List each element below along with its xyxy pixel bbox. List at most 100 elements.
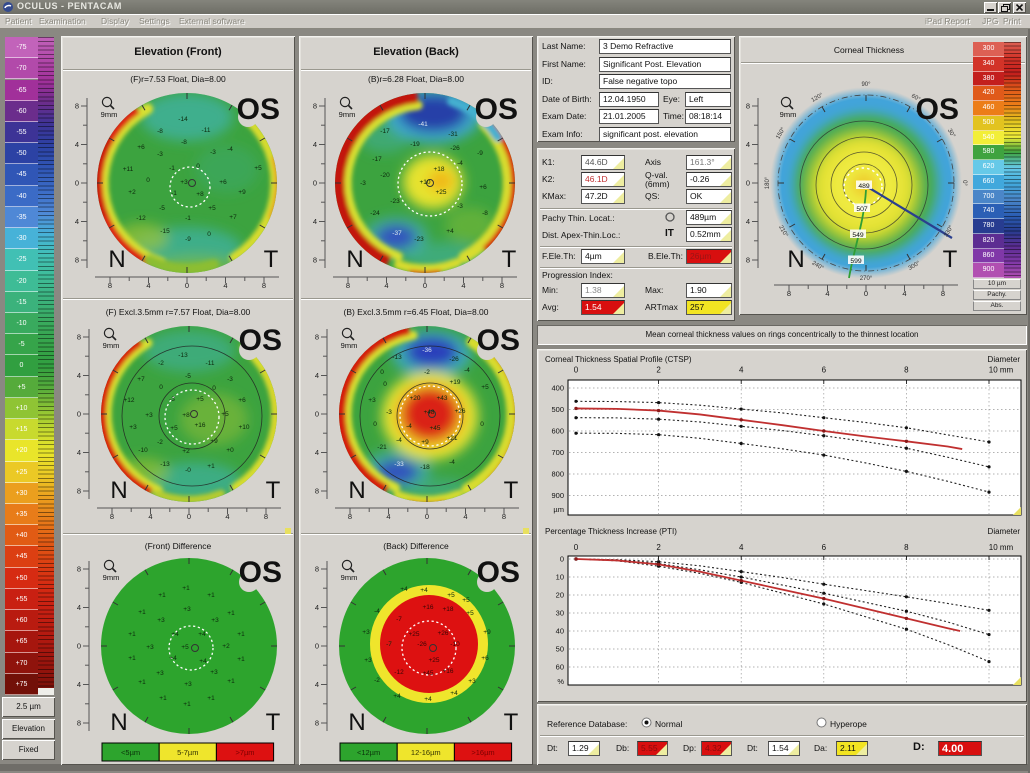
svg-text:+5: +5 bbox=[221, 411, 229, 418]
svg-text:0: 0 bbox=[383, 381, 387, 388]
svg-text:-7: -7 bbox=[386, 641, 392, 648]
svg-text:4: 4 bbox=[223, 281, 227, 290]
svg-text:4: 4 bbox=[739, 543, 744, 552]
svg-text:+4: +4 bbox=[199, 658, 207, 665]
svg-text:+4: +4 bbox=[420, 587, 428, 594]
svg-text:-2: -2 bbox=[158, 360, 164, 367]
svg-text:120°: 120° bbox=[811, 92, 825, 104]
svg-text:8: 8 bbox=[941, 289, 945, 298]
svg-text:+9: +9 bbox=[238, 189, 246, 196]
svg-text:-4: -4 bbox=[374, 608, 380, 615]
svg-text:-12: -12 bbox=[394, 669, 404, 676]
svg-text:9mm: 9mm bbox=[780, 110, 797, 119]
svg-text:+4: +4 bbox=[169, 655, 177, 662]
svg-text:+43: +43 bbox=[436, 395, 447, 402]
svg-text:0: 0 bbox=[146, 177, 150, 184]
svg-text:-37: -37 bbox=[392, 230, 402, 237]
svg-text:+9: +9 bbox=[210, 438, 218, 445]
svg-text:0: 0 bbox=[864, 289, 868, 298]
svg-text:+1: +1 bbox=[158, 592, 166, 599]
svg-text:+16: +16 bbox=[194, 422, 205, 429]
svg-text:+12: +12 bbox=[123, 397, 134, 404]
svg-text:12-16µm: 12-16µm bbox=[411, 748, 441, 757]
svg-text:-4: -4 bbox=[396, 437, 402, 444]
svg-text:-1: -1 bbox=[169, 165, 175, 172]
svg-text:+2: +2 bbox=[222, 643, 230, 650]
svg-text:+2: +2 bbox=[182, 448, 190, 455]
svg-text:+3: +3 bbox=[368, 397, 376, 404]
svg-text:-8: -8 bbox=[482, 210, 488, 217]
svg-text:4: 4 bbox=[315, 448, 319, 457]
svg-text:10: 10 bbox=[556, 573, 564, 582]
svg-text:60°: 60° bbox=[910, 93, 921, 103]
svg-text:+16: +16 bbox=[442, 668, 453, 675]
svg-text:Diameter: Diameter bbox=[988, 527, 1021, 536]
svg-text:+3: +3 bbox=[468, 678, 476, 685]
svg-text:+3: +3 bbox=[146, 644, 154, 651]
svg-text:Percentage Thickness Increase: Percentage Thickness Increase (PTI) bbox=[545, 527, 677, 536]
svg-text:-3: -3 bbox=[457, 203, 463, 210]
svg-text:4: 4 bbox=[746, 140, 750, 149]
svg-text:+3: +3 bbox=[211, 617, 219, 624]
svg-text:180°: 180° bbox=[765, 176, 771, 189]
svg-text:8: 8 bbox=[904, 543, 909, 552]
svg-text:+6: +6 bbox=[137, 144, 145, 151]
svg-text:+4: +4 bbox=[171, 631, 179, 638]
svg-text:8: 8 bbox=[262, 281, 266, 290]
svg-text:+25: +25 bbox=[428, 657, 439, 664]
svg-text:-20: -20 bbox=[380, 172, 390, 179]
svg-text:+3: +3 bbox=[183, 606, 191, 613]
svg-text:+5: +5 bbox=[447, 592, 455, 599]
svg-text:210°: 210° bbox=[777, 225, 789, 239]
svg-text:-0: -0 bbox=[185, 467, 191, 474]
svg-text:10 mm: 10 mm bbox=[989, 543, 1014, 552]
svg-text:0: 0 bbox=[196, 163, 200, 170]
svg-text:%: % bbox=[557, 677, 564, 686]
svg-text:OS: OS bbox=[237, 93, 280, 126]
svg-text:+3: +3 bbox=[156, 670, 164, 677]
svg-text:-1: -1 bbox=[171, 190, 177, 197]
svg-text:2: 2 bbox=[656, 366, 661, 375]
svg-text:+10: +10 bbox=[238, 424, 249, 431]
svg-text:+1: +1 bbox=[227, 678, 235, 685]
svg-text:0: 0 bbox=[315, 410, 319, 419]
svg-text:6: 6 bbox=[822, 543, 827, 552]
svg-text:OS: OS bbox=[475, 93, 518, 126]
svg-text:30: 30 bbox=[556, 609, 564, 618]
svg-text:8: 8 bbox=[108, 281, 112, 290]
svg-text:+26: +26 bbox=[454, 408, 465, 415]
svg-text:0: 0 bbox=[77, 642, 81, 651]
svg-text:+26: +26 bbox=[437, 630, 448, 637]
svg-text:+8: +8 bbox=[182, 412, 190, 419]
svg-text:+7: +7 bbox=[229, 214, 237, 221]
svg-text:OS: OS bbox=[239, 324, 282, 357]
svg-text:-36: -36 bbox=[422, 347, 432, 354]
svg-text:+1: +1 bbox=[237, 656, 245, 663]
svg-text:4: 4 bbox=[146, 281, 150, 290]
svg-text:549: 549 bbox=[852, 232, 864, 239]
svg-text:-31: -31 bbox=[448, 131, 458, 138]
svg-text:T: T bbox=[502, 246, 517, 273]
svg-text:+4: +4 bbox=[446, 228, 454, 235]
svg-text:+45: +45 bbox=[429, 425, 440, 432]
svg-text:>7µm: >7µm bbox=[235, 748, 254, 757]
svg-text:-23: -23 bbox=[414, 236, 424, 243]
svg-text:+3: +3 bbox=[145, 412, 153, 419]
svg-text:+6: +6 bbox=[481, 655, 489, 662]
svg-text:-17: -17 bbox=[372, 156, 382, 163]
svg-text:150°: 150° bbox=[775, 126, 787, 140]
svg-text:330°: 330° bbox=[943, 224, 955, 238]
svg-text:507: 507 bbox=[856, 206, 868, 213]
svg-text:+1: +1 bbox=[128, 631, 136, 638]
svg-text:90°: 90° bbox=[861, 82, 871, 88]
svg-text:+1: +1 bbox=[138, 609, 146, 616]
svg-text:µm: µm bbox=[553, 505, 564, 514]
svg-text:N: N bbox=[108, 246, 125, 273]
svg-text:-23: -23 bbox=[390, 198, 400, 205]
svg-text:+5: +5 bbox=[170, 425, 178, 432]
svg-text:+5: +5 bbox=[481, 384, 489, 391]
svg-text:-7: -7 bbox=[396, 616, 402, 623]
svg-text:+1: +1 bbox=[182, 585, 190, 592]
svg-text:-10: -10 bbox=[450, 641, 460, 648]
svg-text:4: 4 bbox=[75, 140, 79, 149]
